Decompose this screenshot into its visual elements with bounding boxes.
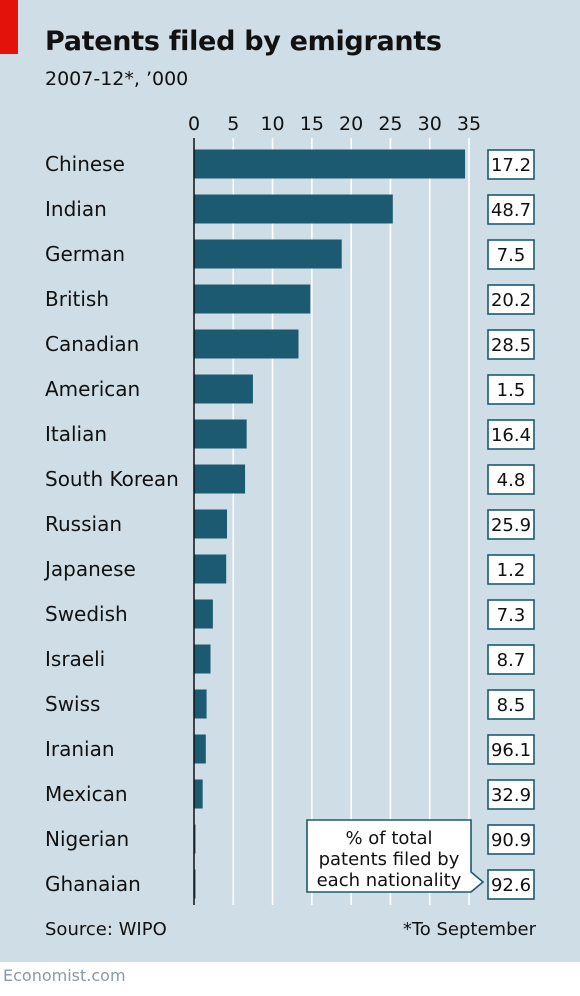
bar [194,689,207,719]
x-tick-label: 30 [418,113,442,135]
share-value: 8.7 [497,650,526,671]
share-box [487,419,535,450]
bars [194,149,466,899]
x-tick-label: 25 [378,113,402,135]
share-value: 7.3 [497,605,526,626]
bar [194,329,299,359]
category-label: Israeli [45,647,105,671]
category-label: British [45,287,109,311]
callout-box [306,819,485,893]
chart-title: Patents filed by emigrants [45,26,442,57]
category-label: Italian [45,422,107,446]
share-box [487,464,535,495]
share-value-boxes: 17.2 48.7 7.5 20.2 28.5 1.5 16.4 4.8 25.9 1.2 7.3 8… [487,149,535,900]
bar [194,194,393,224]
bar [194,509,227,539]
share-box [487,374,535,405]
bar [194,644,211,674]
share-box [487,239,535,270]
category-label: Japanese [43,557,136,581]
x-tick-label: 20 [339,113,363,135]
footnote: *To September [402,919,536,940]
bar [194,554,227,584]
share-box [487,689,535,720]
share-box [487,509,535,540]
category-label: South Korean [45,467,179,491]
category-label: German [45,242,125,266]
category-label: Chinese [45,152,125,176]
share-box [487,284,535,315]
category-label: Ghanaian [45,872,141,896]
share-box [487,644,535,675]
share-box [487,194,535,225]
bar-chart: 0 5 10 15 20 25 30 35 Chinese Indian German Britis… [43,113,535,905]
category-label: Swiss [45,692,100,716]
callout-line-1: % of total [345,828,432,849]
share-value: 1.5 [497,380,526,401]
bar [194,149,466,179]
share-box [487,824,535,855]
share-box [487,869,535,900]
x-tick-label: 35 [457,113,481,135]
share-box [487,149,535,180]
x-tick-label: 5 [227,113,239,135]
share-value: 92.6 [491,875,531,896]
share-value: 1.2 [497,560,526,581]
category-label: Russian [45,512,122,536]
share-box [487,779,535,810]
x-tick-label: 0 [188,113,200,135]
share-value: 8.5 [497,695,526,716]
category-label: Mexican [45,782,128,806]
chart-subtitle: 2007-12*, ’000 [45,68,189,90]
share-value: 7.5 [497,245,526,266]
share-value: 96.1 [491,740,531,761]
x-tick-label: 15 [300,113,324,135]
bar [194,374,253,404]
share-value: 48.7 [491,200,531,221]
x-tick-label: 10 [260,113,284,135]
category-label: Swedish [45,602,128,626]
bar [194,239,342,269]
callout-line-2: patents filed by [319,849,460,870]
category-label: Indian [45,197,107,221]
share-value: 25.9 [491,515,531,536]
category-label: Canadian [45,332,139,356]
bar [194,734,206,764]
source-note: Source: WIPO [45,919,167,940]
share-box [487,329,535,360]
share-value: 16.4 [491,425,531,446]
share-value: 32.9 [491,785,531,806]
category-label: Iranian [45,737,115,761]
share-box [487,554,535,585]
share-callout: % of total patents filed by each nationa… [306,819,485,893]
callout-line-3: each nationality [317,870,462,891]
share-value: 4.8 [497,470,526,491]
category-labels: Chinese Indian German British Canadian Americ… [43,152,179,896]
brand-accent-tag [0,0,18,54]
share-box [487,734,535,765]
bar [194,599,213,629]
gridlines [232,138,470,905]
x-axis-ticks: 0 5 10 15 20 25 30 35 [188,113,481,135]
share-value: 28.5 [491,335,531,356]
brand-credit: Economist.com [3,966,126,985]
bar [194,284,311,314]
share-box [487,599,535,630]
bar [194,419,247,449]
share-value: 20.2 [491,290,531,311]
bar [194,779,203,809]
category-label: Nigerian [45,827,129,851]
share-value: 90.9 [491,830,531,851]
share-value: 17.2 [491,155,531,176]
category-label: American [45,377,140,401]
bar [194,464,246,494]
